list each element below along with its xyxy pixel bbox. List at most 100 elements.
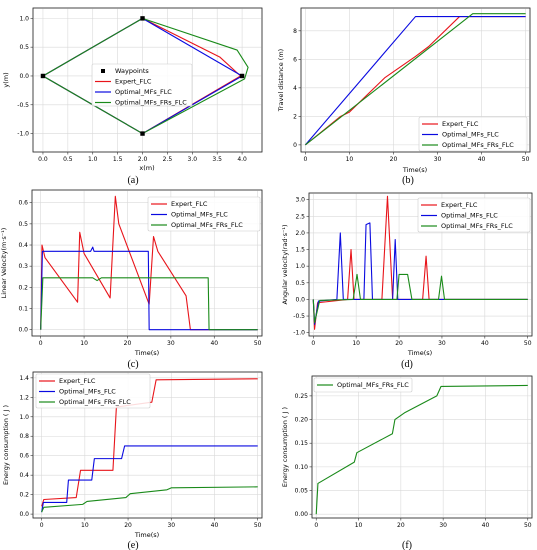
x-tick-label: 50: [254, 340, 262, 347]
legend-label: Optimal_MFs_FLC: [115, 88, 172, 96]
legend-label: Expert_FLC: [441, 201, 478, 209]
y-axis-label: Energy consumption ( J ): [2, 405, 10, 485]
y-tick-label: 0.10: [295, 464, 309, 471]
chart-panel-b: 0 10 20 30 40 50 0 2 4 6 8 Time(s) Travel distance (…: [277, 7, 531, 186]
legend-label: Optimal_MFs_FLC: [59, 388, 116, 396]
waypoint-marker: [140, 131, 145, 136]
y-tick-label: -1.0: [17, 131, 29, 138]
legend: Optimal_MFs_FRs_FLC: [313, 377, 413, 393]
y-tick-label: 1.5: [295, 247, 305, 254]
y-tick-label: 0: [293, 142, 297, 149]
legend-label: Optimal_MFs_FRs_FLC: [59, 398, 131, 406]
x-tick-label: 40: [478, 156, 486, 163]
y-tick-label: 0.20: [295, 417, 309, 424]
legend-label: Optimal_MFs_FLC: [441, 212, 498, 220]
y-tick-label: 0.2: [18, 284, 28, 291]
x-tick-label: 0.0: [38, 156, 48, 163]
x-tick-label: 1.5: [113, 156, 123, 163]
legend-label: Expert_FLC: [59, 377, 96, 385]
waypoint-marker: [40, 73, 46, 79]
y-tick-label: 0.5: [18, 221, 28, 228]
plot-frame: [308, 192, 533, 337]
panel-caption: (d): [401, 359, 413, 370]
legend-label: Optimal_MFs_FRs_FLC: [115, 99, 187, 107]
series-line-optimal-mfs-frs-flc: [40, 277, 258, 331]
y-tick-label: 0.0: [295, 296, 305, 303]
y-tick-label: -0.5: [17, 102, 29, 109]
legend-label: Expert_FLC: [442, 120, 479, 128]
y-tick-label: 0.5: [19, 44, 29, 51]
waypoint-marker: [239, 73, 245, 79]
legend-label: Optimal_MFs_FLC: [171, 211, 228, 219]
legend-label: Waypoints: [115, 67, 149, 75]
y-tick-label: 0.00: [295, 511, 309, 518]
y-tick-label: 0.05: [295, 488, 309, 495]
y-axis-label: Energy consumption ( J ): [281, 407, 289, 487]
x-axis-label: Time(s): [402, 166, 427, 174]
x-tick-label: 10: [355, 522, 363, 529]
x-axis-label: x(m): [139, 164, 154, 172]
legend-box: [91, 63, 193, 107]
y-tick-label: 4: [293, 85, 297, 92]
x-tick-label: 40: [482, 522, 490, 529]
y-tick-label: 1.2: [19, 394, 29, 401]
y-tick-label: 0.4: [18, 242, 28, 249]
y-tick-label: 0.8: [19, 433, 29, 440]
x-tick-label: 10: [81, 522, 89, 529]
x-tick-label: 50: [522, 156, 530, 163]
series-line-optimal-mfs-flc: [41, 445, 258, 513]
x-tick-label: 40: [210, 340, 218, 347]
legend-label: Expert_FLC: [171, 200, 208, 208]
x-axis-label: Time(s): [134, 531, 159, 539]
legend-box: [313, 377, 413, 393]
y-tick-label: 0.1: [18, 305, 28, 312]
y-axis-label: Angular velocity(rad·s⁻¹): [281, 224, 289, 304]
y-tick-label: 0.2: [19, 492, 29, 499]
plot-frame: [32, 371, 263, 519]
x-tick-label: 1.0: [88, 156, 98, 163]
chart-panel-d: 0 10 20 30 40 50 3.0 2.5 2.0 1.5 1.0 0.5 0.0 -0.5 -1.0…: [281, 192, 533, 370]
chart-panel-c: 0 10 20 30 40 50 0.0 0.1 0.2 0.3 0.4 0.5 0.6 Time(s) L…: [0, 189, 263, 370]
panel-caption: (c): [127, 359, 138, 370]
x-tick-label: 20: [124, 340, 132, 347]
y-tick-label: 0.0: [19, 73, 29, 80]
waypoint-marker: [140, 16, 145, 21]
x-tick-label: 50: [254, 522, 262, 529]
plot-frame: [300, 7, 531, 153]
legend-label: Expert_FLC: [115, 78, 152, 86]
x-tick-label: 0: [311, 340, 315, 347]
y-tick-label: 0.0: [18, 327, 28, 334]
y-tick-label: 1.0: [19, 414, 29, 421]
legend: Expert_FLC Optimal_MFs_FLC Optimal_MFs_FRs…: [147, 196, 261, 232]
legend-label: Optimal_MFs_FLC: [442, 131, 499, 139]
y-tick-label: -1.0: [293, 330, 305, 337]
series-line-optimal-mfs-flc: [40, 246, 258, 331]
plot-frame: [311, 375, 533, 519]
x-tick-label: 0: [314, 522, 318, 529]
y-tick-label: 0.5: [295, 280, 305, 287]
x-tick-label: 2.5: [163, 156, 173, 163]
x-axis-label: Time(s): [407, 349, 432, 357]
x-tick-label: 0: [39, 340, 43, 347]
legend-swatch-waypoints: [101, 69, 105, 73]
y-tick-label: 2: [293, 113, 297, 120]
x-tick-label: 10: [346, 156, 354, 163]
y-axis-label: Linear Velocity(m·s⁻¹): [0, 228, 8, 299]
y-axis-label: Travel distance (m): [277, 49, 285, 112]
legend-box: [418, 116, 528, 152]
legend-box: [147, 196, 261, 232]
y-tick-label: 1.0: [295, 263, 305, 270]
series-line-optimal-mfs-frs-flc: [41, 486, 258, 513]
x-tick-label: 3.0: [188, 156, 198, 163]
x-tick-label: 20: [397, 522, 405, 529]
x-tick-label: 0: [40, 522, 44, 529]
x-tick-label: 10: [80, 340, 88, 347]
legend-label: Optimal_MFs_FRs_FLC: [442, 141, 514, 149]
y-axis-label: y(m): [2, 72, 10, 87]
x-tick-label: 50: [524, 522, 532, 529]
x-tick-label: 0: [303, 156, 307, 163]
series-line-optimal-mfs-frs-flc: [312, 273, 528, 324]
y-tick-label: 0.15: [295, 440, 309, 447]
y-tick-label: 0.4: [19, 472, 29, 479]
y-tick-label: 2.5: [295, 213, 305, 220]
